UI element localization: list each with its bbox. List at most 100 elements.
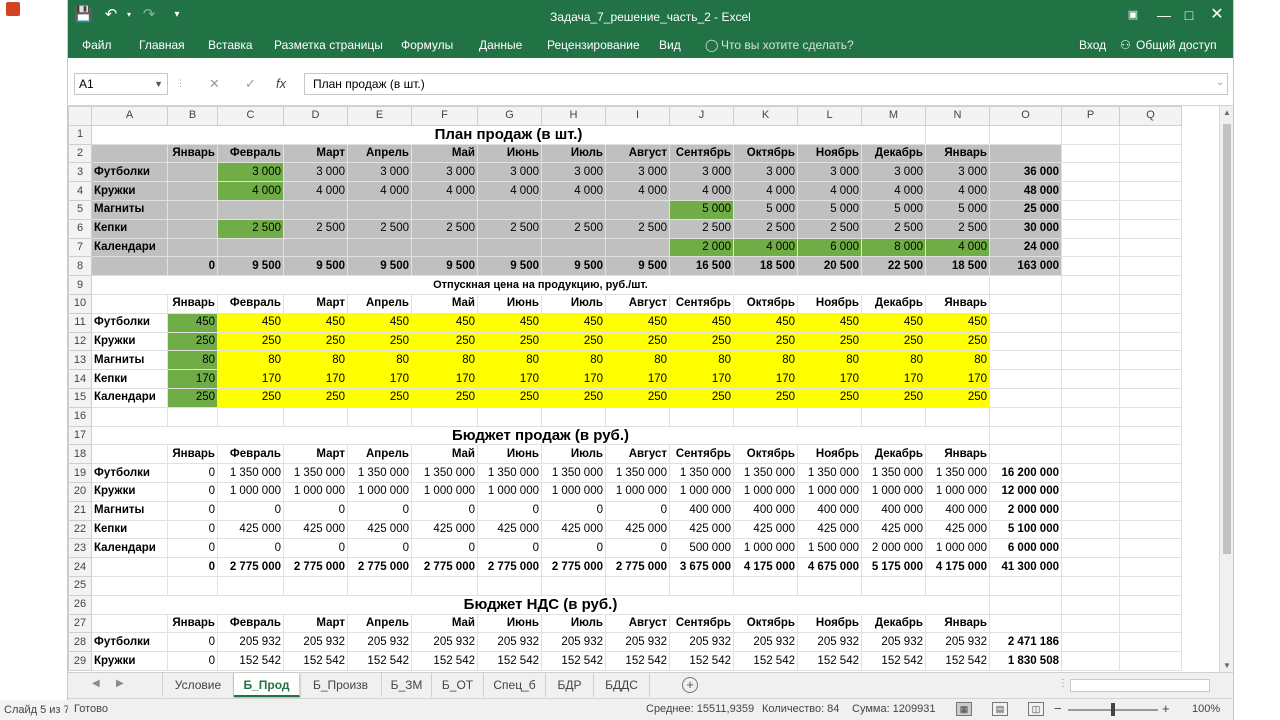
vat-cell[interactable]: 205 932	[411, 632, 478, 653]
plan-cell[interactable]: 2 500	[605, 218, 670, 239]
budget-cell[interactable]: 425 000	[347, 519, 412, 540]
plan-cell[interactable]	[605, 199, 670, 220]
budget-total[interactable]: 2 000 000	[989, 500, 1062, 521]
price-cell[interactable]: 450	[797, 312, 862, 333]
cell[interactable]	[1061, 331, 1120, 352]
cell[interactable]	[541, 406, 606, 427]
cell[interactable]	[1119, 256, 1182, 277]
plan-column-total[interactable]: 22 500	[861, 256, 926, 277]
redo-icon[interactable]: ↷	[142, 6, 156, 23]
column-header[interactable]: C	[217, 106, 284, 126]
price-cell[interactable]: 250	[477, 331, 542, 352]
plan-cell[interactable]: 3 000	[217, 162, 284, 183]
cell[interactable]	[347, 575, 412, 596]
budget-cell[interactable]: 425 000	[411, 519, 478, 540]
product-label[interactable]: Календари	[91, 387, 168, 408]
budget-title[interactable]: Бюджет продаж (в руб.)	[91, 425, 990, 446]
vat-cell[interactable]: 205 932	[477, 632, 542, 653]
cell[interactable]	[925, 124, 990, 145]
month-header[interactable]: Март	[283, 293, 348, 314]
vat-cell[interactable]: 205 932	[217, 632, 284, 653]
plan-cell[interactable]: 5 000	[925, 199, 990, 220]
horizontal-scrollbar[interactable]	[1070, 679, 1210, 692]
month-header[interactable]: Декабрь	[861, 613, 926, 634]
month-header[interactable]: Январь	[925, 143, 990, 164]
vat-cell[interactable]: 152 542	[347, 651, 412, 671]
sheet-tab-b-proizv[interactable]: Б_Произв	[300, 673, 382, 697]
plan-cell[interactable]: 3 000	[861, 162, 926, 183]
row-header[interactable]: 14	[68, 369, 92, 389]
budget-cell[interactable]: 1 350 000	[797, 463, 862, 483]
plan-total[interactable]: 36 000	[989, 162, 1062, 183]
vat-total[interactable]: 2 471 186	[989, 632, 1062, 653]
month-header[interactable]: Июнь	[477, 143, 542, 164]
plan-cell[interactable]: 5 000	[797, 199, 862, 220]
month-header[interactable]: Март	[283, 143, 348, 164]
column-header[interactable]: B	[167, 106, 218, 126]
month-header[interactable]: Апрель	[347, 293, 412, 314]
vat-cell[interactable]: 152 542	[797, 651, 862, 671]
sheet-tab-spec-b[interactable]: Спец_б	[484, 673, 546, 697]
name-box[interactable]: A1 ▼	[74, 73, 168, 95]
budget-column-total[interactable]: 0	[167, 557, 218, 577]
plan-cell[interactable]: 4 000	[925, 237, 990, 258]
vat-cell[interactable]: 152 542	[541, 651, 606, 671]
month-header[interactable]: Февраль	[217, 293, 284, 314]
cell[interactable]	[797, 406, 862, 427]
month-header[interactable]: Февраль	[217, 613, 284, 634]
cell[interactable]	[217, 575, 284, 596]
cell[interactable]	[861, 575, 926, 596]
price-cell[interactable]: 170	[861, 369, 926, 389]
cell[interactable]	[283, 575, 348, 596]
plan-column-total[interactable]: 18 500	[925, 256, 990, 277]
row-header[interactable]: 19	[68, 463, 92, 483]
tab-view[interactable]: Вид	[659, 38, 681, 52]
cell[interactable]	[1061, 275, 1120, 295]
sheet-tab-uslovie[interactable]: Условие	[162, 673, 234, 697]
plan-cell[interactable]: 3 000	[283, 162, 348, 183]
price-cell[interactable]: 450	[477, 312, 542, 333]
row-header[interactable]: 7	[68, 237, 92, 258]
cell[interactable]	[989, 312, 1062, 333]
cell[interactable]	[1061, 500, 1120, 521]
product-label[interactable]: Кружки	[91, 331, 168, 352]
column-header[interactable]: F	[411, 106, 478, 126]
month-header[interactable]: Май	[411, 293, 478, 314]
price-cell[interactable]: 450	[733, 312, 798, 333]
price-cell[interactable]: 250	[283, 387, 348, 408]
cell[interactable]	[1061, 162, 1120, 183]
budget-cell[interactable]: 0	[167, 519, 218, 540]
column-header[interactable]: Q	[1119, 106, 1182, 126]
cell[interactable]	[1061, 143, 1120, 164]
worksheet-grid[interactable]: A B C D E F G H I J K L M N O P Q 1 План продаж (в шт.) 2 Ян…	[68, 106, 1219, 672]
row-header[interactable]: 3	[68, 162, 92, 183]
budget-cell[interactable]: 0	[167, 500, 218, 521]
month-header[interactable]: Сентябрь	[669, 143, 734, 164]
cell[interactable]	[797, 575, 862, 596]
maximize-button[interactable]: □	[1184, 7, 1194, 23]
budget-cell[interactable]: 0	[477, 538, 542, 559]
scroll-up-icon[interactable]: ▲	[1223, 108, 1231, 117]
budget-cell[interactable]: 0	[217, 500, 284, 521]
cell[interactable]	[1119, 444, 1182, 465]
product-label[interactable]: Календари	[91, 237, 168, 258]
cell[interactable]	[1119, 519, 1182, 540]
row-header[interactable]: 6	[68, 218, 92, 239]
vat-cell[interactable]: 0	[167, 632, 218, 653]
cell[interactable]	[1119, 124, 1182, 145]
price-cell[interactable]: 450	[217, 312, 284, 333]
minimize-button[interactable]: —	[1157, 7, 1171, 23]
cell[interactable]	[1061, 557, 1120, 577]
price-cell[interactable]: 250	[925, 331, 990, 352]
budget-cell[interactable]: 425 000	[477, 519, 542, 540]
price-cell[interactable]: 450	[411, 312, 478, 333]
price-cell[interactable]: 450	[669, 312, 734, 333]
tab-formulas[interactable]: Формулы	[401, 38, 454, 52]
budget-cell[interactable]: 500 000	[669, 538, 734, 559]
cell[interactable]	[167, 575, 218, 596]
budget-cell[interactable]: 0	[283, 538, 348, 559]
column-header[interactable]: O	[989, 106, 1062, 126]
month-header[interactable]: Октябрь	[733, 293, 798, 314]
tab-scroll-right-icon[interactable]: ▶	[116, 678, 124, 689]
plan-cell[interactable]	[217, 237, 284, 258]
